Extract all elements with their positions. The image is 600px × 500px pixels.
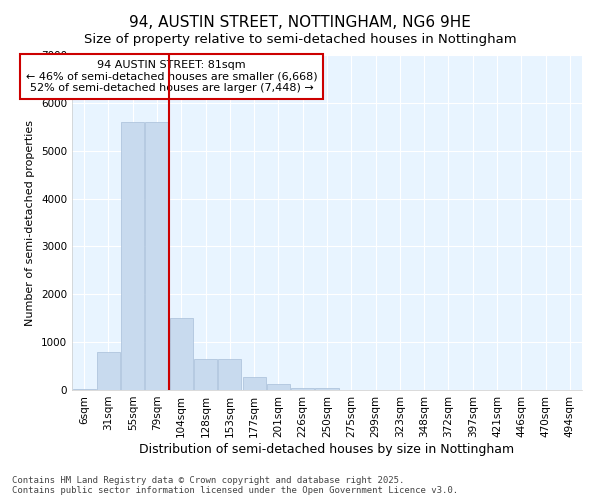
Bar (73, 388, 95, 390)
Y-axis label: Number of semi-detached properties: Number of semi-detached properties (25, 120, 35, 326)
Bar (121, 122, 144, 390)
Text: 94, AUSTIN STREET, NOTTINGHAM, NG6 9HE: 94, AUSTIN STREET, NOTTINGHAM, NG6 9HE (129, 15, 471, 30)
Text: Size of property relative to semi-detached houses in Nottingham: Size of property relative to semi-detach… (83, 32, 517, 46)
Bar (170, 318, 193, 390)
Bar (242, 376, 266, 390)
Text: 94 AUSTIN STREET: 81sqm
← 46% of semi-detached houses are smaller (6,668)
52% of: 94 AUSTIN STREET: 81sqm ← 46% of semi-de… (26, 60, 317, 93)
Bar (316, 388, 338, 390)
Bar (97, 352, 120, 390)
X-axis label: Distribution of semi-detached houses by size in Nottingham: Distribution of semi-detached houses by … (139, 442, 515, 456)
Bar (145, 122, 169, 390)
Text: Contains HM Land Registry data © Crown copyright and database right 2025.
Contai: Contains HM Land Registry data © Crown c… (12, 476, 458, 495)
Bar (291, 388, 314, 390)
Bar (267, 384, 290, 390)
Bar (194, 359, 217, 390)
Bar (218, 359, 241, 390)
